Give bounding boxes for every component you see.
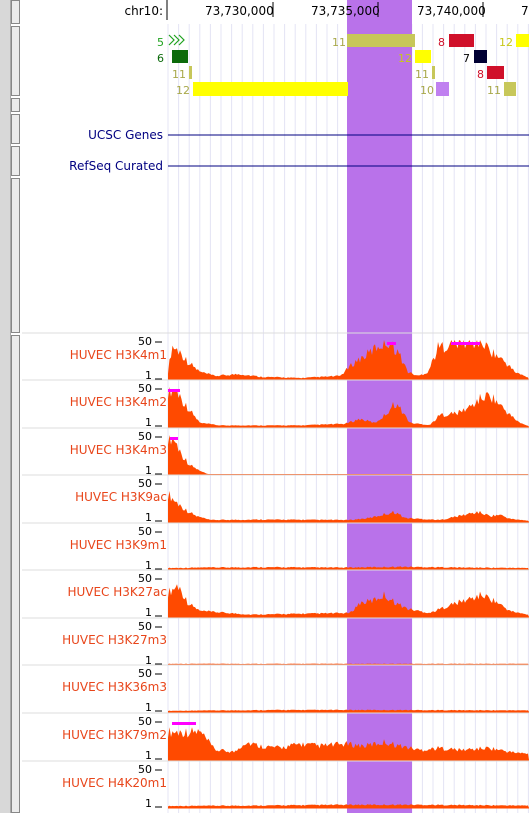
scale-max-label: 50: [138, 572, 152, 585]
track-label-huvec-h3k27ac[interactable]: HUVEC H3K27ac: [67, 585, 167, 599]
ruler-position-label: 73,730,000: [205, 4, 274, 18]
track-label-huvec-h3k9m1[interactable]: HUVEC H3K9m1: [69, 538, 167, 552]
chromhmm-block[interactable]: [487, 66, 504, 79]
overflow-marker: [172, 722, 196, 725]
ruler-position-label: 73,735,000: [311, 4, 380, 18]
chromhmm-block[interactable]: [474, 50, 487, 63]
scale-min-label: 1: [145, 511, 152, 524]
signal-area[interactable]: [168, 566, 529, 570]
track-label-huvec-h3k79m2[interactable]: HUVEC H3K79m2: [62, 728, 167, 742]
scale-max-label: 50: [138, 620, 152, 633]
track-label-huvec-h3k27m3[interactable]: HUVEC H3K27m3: [62, 633, 167, 647]
overflow-marker: [387, 342, 396, 345]
chromhmm-state-label: 6: [157, 52, 164, 65]
track-label-ucsc-genes[interactable]: UCSC Genes: [88, 128, 163, 142]
chromhmm-state-label: 11: [487, 84, 501, 97]
overflow-marker: [168, 389, 180, 392]
track-label-huvec-h3k4m2[interactable]: HUVEC H3K4m2: [69, 395, 167, 409]
scale-min-label: 1: [145, 654, 152, 667]
scale-max-label: 50: [138, 382, 152, 395]
chromhmm-state-label: 5: [157, 36, 164, 49]
chromhmm-block[interactable]: [504, 82, 516, 96]
track-label-huvec-h4k20m1[interactable]: HUVEC H4K20m1: [62, 776, 167, 790]
signal-tracks[interactable]: [22, 332, 529, 809]
chromhmm-state-label: 12: [499, 36, 513, 49]
chromhmm-block[interactable]: [516, 34, 529, 47]
signal-area[interactable]: [168, 584, 529, 617]
ruler-position-label: 73,740,000: [417, 4, 486, 18]
chromhmm-block[interactable]: [432, 66, 435, 79]
chromhmm-block[interactable]: [172, 50, 188, 63]
chromhmm-state-label: 12: [176, 84, 190, 97]
chromhmm-state-label: 7: [463, 52, 470, 65]
chromhmm-state-label: 12: [398, 52, 412, 65]
spacer-track-button[interactable]: [11, 98, 20, 112]
scale-min-label: 1: [145, 559, 152, 572]
chromhmm-track-button[interactable]: [11, 26, 20, 96]
ruler-track-button[interactable]: [11, 0, 20, 24]
chromhmm-block[interactable]: [415, 50, 431, 63]
signal-area[interactable]: [168, 340, 529, 380]
chromhmm-block[interactable]: [449, 34, 474, 47]
scale-max-label: 50: [138, 430, 152, 443]
ruler-chrom-label: chr10:: [124, 4, 163, 18]
gridlines: [167, 24, 529, 813]
chromhmm-state-label: 8: [438, 36, 445, 49]
scale-min-label: 1: [145, 749, 152, 762]
scale-min-label: 1: [145, 464, 152, 477]
signal-area[interactable]: [168, 491, 529, 522]
scale-max-label: 50: [138, 477, 152, 490]
scale-max-label: 50: [138, 667, 152, 680]
scale-max-label: 50: [138, 335, 152, 348]
overflow-marker: [451, 342, 480, 345]
scale-min-label: 1: [145, 416, 152, 429]
signal-area[interactable]: [168, 727, 529, 760]
chromhmm-state-label: 11: [172, 68, 186, 81]
chromhmm-track[interactable]: 5 11 8 126 12 711 11 812 10 11: [157, 34, 529, 97]
ruler-position-label: 7: [521, 4, 529, 18]
track-label-huvec-h3k9ac[interactable]: HUVEC H3K9ac: [75, 490, 167, 504]
scale-max-label: 50: [138, 763, 152, 776]
gene-track-lines: [168, 134, 529, 167]
base-position-ruler[interactable]: [166, 0, 484, 20]
drag-reorder-bar[interactable]: [0, 0, 11, 813]
overflow-marker: [170, 437, 178, 440]
chromhmm-block[interactable]: [436, 82, 449, 96]
signal-area[interactable]: [168, 387, 529, 427]
chromhmm-state-label: 11: [415, 68, 429, 81]
scale-max-label: 50: [138, 715, 152, 728]
chromhmm-block-5[interactable]: [168, 34, 185, 46]
signal-area[interactable]: [168, 804, 529, 808]
chromhmm-block[interactable]: [189, 66, 192, 79]
scale-min-label: 1: [145, 369, 152, 382]
chromhmm-block[interactable]: [193, 82, 348, 96]
signal-area[interactable]: [168, 709, 529, 712]
track-label-huvec-h3k4m3[interactable]: HUVEC H3K4m3: [69, 443, 167, 457]
track-label-refseq-curated[interactable]: RefSeq Curated: [69, 159, 163, 173]
refseq-track-button[interactable]: [11, 146, 20, 176]
chromhmm-state-label: 11: [332, 36, 346, 49]
chromhmm-block[interactable]: [347, 34, 415, 47]
empty-track-button[interactable]: [11, 178, 20, 333]
chromhmm-state-label: 10: [420, 84, 434, 97]
highlight-region[interactable]: [347, 0, 412, 813]
scale-max-label: 50: [138, 525, 152, 538]
scale-min-label: 1: [145, 701, 152, 714]
ucsc-genes-track-button[interactable]: [11, 114, 20, 144]
chromhmm-state-label: 8: [477, 68, 484, 81]
scale-min-label: 1: [145, 606, 152, 619]
track-label-huvec-h3k36m3[interactable]: HUVEC H3K36m3: [62, 680, 167, 694]
scale-min-label: 1: [145, 797, 152, 810]
track-label-huvec-h3k4m1[interactable]: HUVEC H3K4m1: [69, 348, 167, 362]
